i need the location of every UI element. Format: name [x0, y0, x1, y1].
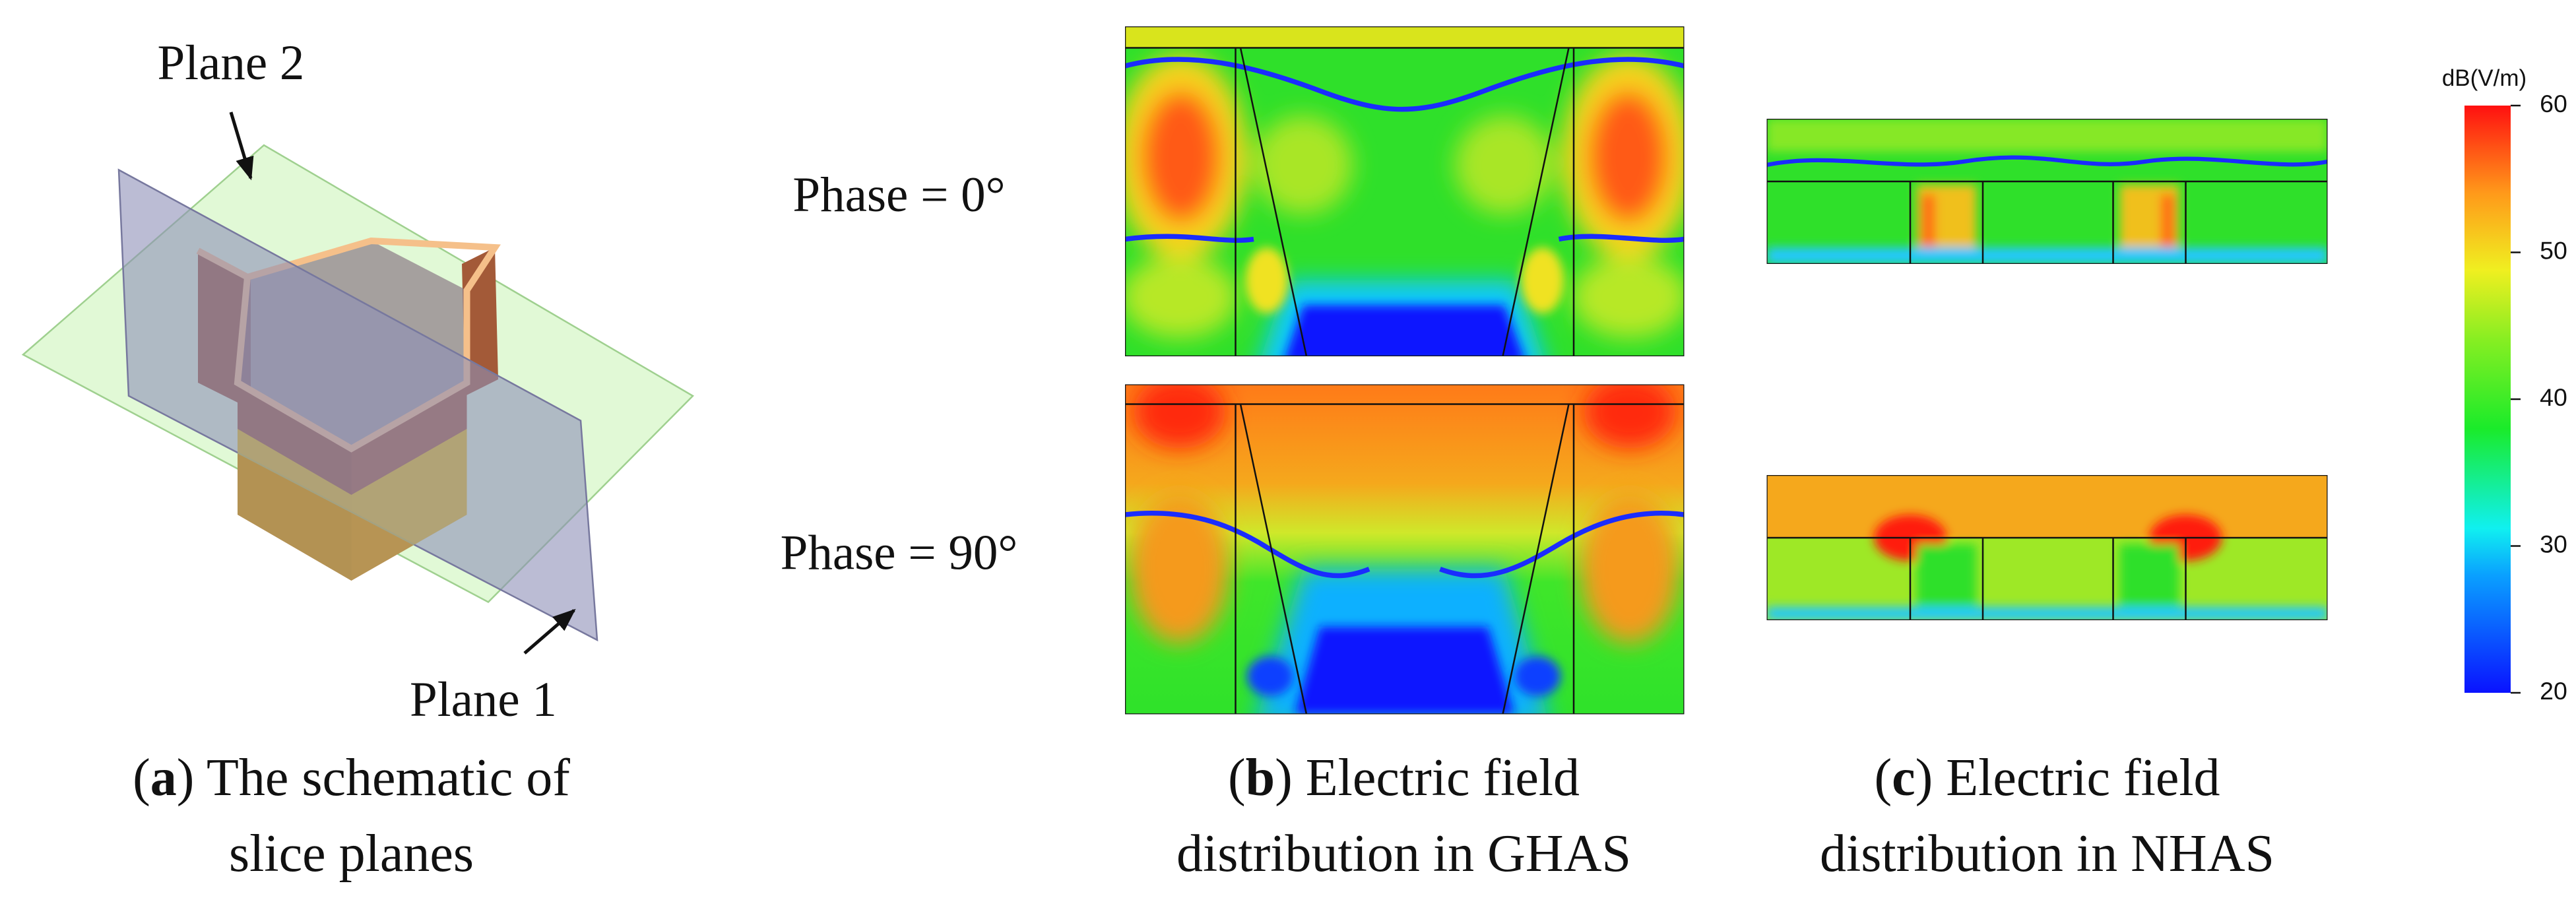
field-map-part [1245, 247, 1564, 356]
field-map-part [1125, 511, 1685, 579]
caption-text: ( [133, 749, 150, 807]
field-map [1125, 384, 1685, 715]
field-map-part-part [1580, 494, 1679, 643]
schematic [21, 112, 695, 655]
plane-label: Plane 1 [410, 672, 557, 727]
field-map-part-part [1285, 305, 1524, 356]
field-map-part [1247, 626, 1561, 715]
caption-letter: a [150, 749, 177, 807]
field-map-part-part [2161, 195, 2174, 261]
field-map-part [1125, 26, 1685, 356]
field-map-part-part [1766, 118, 2328, 152]
schematic-part [523, 608, 576, 655]
phase-label: Phase = 90° [781, 526, 1018, 581]
schematic-part [117, 168, 598, 642]
field-map [1125, 26, 1685, 356]
caption-letter: b [1246, 749, 1275, 807]
caption-text: ( [1228, 749, 1246, 807]
caption-line: slice planes [229, 825, 474, 883]
caption-line: (b) Electric field [1228, 749, 1580, 807]
field-map-part-part [1584, 384, 1676, 449]
field-map-part-part [1766, 606, 2328, 620]
caption-line: (a) The schematic of [133, 749, 570, 807]
field-map-part [1766, 118, 2328, 264]
field-map-part [1766, 514, 2328, 620]
caption-text: ) Electric field [1275, 749, 1580, 807]
caption-line: distribution in GHAS [1176, 825, 1631, 883]
caption-line: (c) Electric field [1874, 749, 2220, 807]
colorbar-tick-label: 50 [2540, 236, 2567, 264]
field-map-part-part [1455, 115, 1554, 214]
colorbar-tick-label: 40 [2540, 383, 2567, 411]
field-map-part [1766, 474, 2328, 620]
colorbar-unit: dB(V/m) [2442, 65, 2527, 91]
field-map-part-part [1247, 656, 1293, 696]
field-map-part-part [1588, 90, 1668, 223]
field-map-part [1766, 155, 2328, 168]
schematic-part [229, 112, 254, 181]
field-map-part [1125, 57, 1685, 112]
plane-label: Plane 2 [158, 36, 305, 90]
field-map-part-part [1921, 195, 1935, 261]
field-map-part-part [1572, 255, 1685, 338]
colorbar-ticks: 20 30 40 50 60 [2510, 90, 2567, 705]
field-map-part-part [1125, 255, 1237, 338]
field-map-part [1125, 26, 1685, 48]
field-map-part [1766, 537, 2328, 620]
phase-label: Phase = 0° [792, 168, 1005, 222]
colorbar-tick-label: 30 [2540, 530, 2567, 558]
field-map-part-part [1295, 626, 1515, 715]
colorbar-tick-label: 20 [2540, 677, 2567, 705]
field-map-part-part [1245, 247, 1289, 313]
field-map-part-part [1766, 247, 2328, 264]
field-map-part [1125, 384, 1685, 715]
caption-line: distribution in NHAS [1820, 825, 2274, 883]
caption-text: ) The schematic of [177, 749, 570, 807]
field-map [1766, 474, 2328, 620]
field-map [1766, 118, 2328, 264]
field-map-part-part [1521, 247, 1564, 313]
schematic-part [238, 429, 467, 581]
caption-text: ) Electric field [1916, 749, 2220, 807]
field-map-part-part [1254, 115, 1353, 214]
field-map-part-part [1142, 90, 1221, 223]
colorbar [2464, 106, 2511, 693]
field-map-part-part [1514, 656, 1561, 696]
caption-letter: c [1892, 749, 1916, 807]
field-map-part [1766, 118, 2328, 264]
field-map-part-part [1133, 384, 1226, 449]
colorbar-tick-label: 60 [2540, 90, 2567, 117]
caption-text: ( [1874, 749, 1892, 807]
field-map-part-part [1130, 494, 1229, 643]
